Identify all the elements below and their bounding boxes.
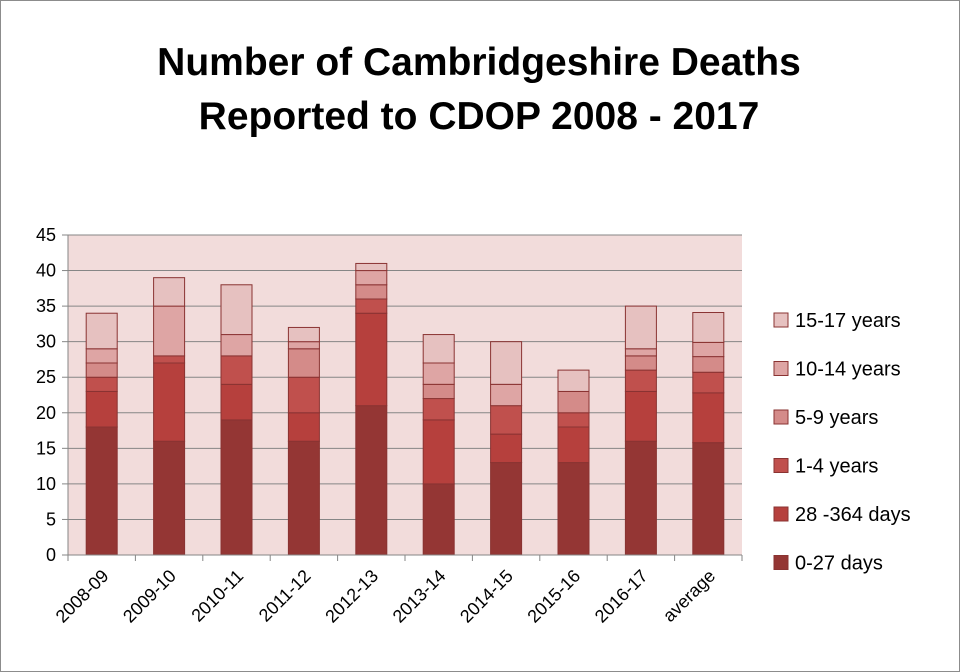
bars <box>85 262 725 556</box>
bar-segment <box>85 426 118 556</box>
legend-swatch <box>773 506 789 522</box>
bar-segment <box>422 419 455 485</box>
bar-segment <box>220 355 253 385</box>
chart-title: Number of Cambridgeshire Deaths Reported… <box>0 36 958 144</box>
bar-segment <box>220 383 253 421</box>
bar-segment <box>624 355 657 371</box>
bar-segment <box>220 419 253 556</box>
bar-segment <box>624 440 657 556</box>
bar-segment <box>422 483 455 556</box>
bar-segment <box>557 369 590 392</box>
legend-swatch <box>773 555 789 570</box>
bar-segment <box>422 334 455 364</box>
bar-segment <box>557 390 590 414</box>
y-tick-label: 0 <box>46 545 56 565</box>
bar-segment <box>153 305 186 357</box>
bar-segment <box>220 284 253 336</box>
legend-label: 1-4 years <box>795 456 878 478</box>
legend-swatch <box>773 409 789 425</box>
x-tick-label: average <box>659 566 719 626</box>
bar-segment <box>355 284 388 300</box>
y-tick-label: 5 <box>46 509 56 529</box>
y-tick-label: 40 <box>36 261 56 281</box>
legend: 15-17 years 10-14 years 5-9 years 1-4 years… <box>773 310 911 575</box>
y-tick-label: 10 <box>36 474 56 494</box>
bar-segment <box>624 369 657 392</box>
bar-segment <box>422 383 455 400</box>
bar-segment <box>287 326 320 343</box>
bar-segment <box>153 277 186 307</box>
legend-swatch <box>773 312 789 328</box>
bar-segment <box>692 341 725 358</box>
x-tick-label: 2012-13 <box>321 566 382 627</box>
chart-title-line2: Reported to CDOP 2008 - 2017 <box>198 95 760 138</box>
y-tick-label: 15 <box>36 438 56 458</box>
bar-segment <box>287 412 320 442</box>
bar-segment <box>490 341 523 385</box>
bar-segment <box>355 270 388 286</box>
bar-segment <box>355 262 388 272</box>
x-tick-label: 2008-09 <box>52 566 113 627</box>
legend-swatch <box>773 458 789 473</box>
bar-segment <box>355 405 388 556</box>
bar-segment <box>692 371 725 394</box>
bar-segment <box>287 341 320 350</box>
bar-segment <box>557 426 590 464</box>
x-tick-label: 2011-12 <box>255 566 315 626</box>
x-tick-label: 2010-11 <box>187 566 247 626</box>
bar-segment <box>490 433 523 464</box>
bar-segment <box>85 348 118 364</box>
x-tick-label: 2016-17 <box>591 566 652 627</box>
y-axis: 0 5 10 15 20 25 30 35 40 45 <box>36 225 69 565</box>
bar-segment <box>692 312 725 343</box>
bar-segment <box>692 356 725 373</box>
y-tick-label: 25 <box>36 367 56 387</box>
x-tick-label: 2014-15 <box>456 566 517 627</box>
bar-segment <box>287 440 320 556</box>
y-tick-label: 45 <box>36 225 56 245</box>
legend-swatch <box>773 361 789 376</box>
bar-segment <box>153 440 186 556</box>
bar-segment <box>624 305 657 350</box>
bar-segment <box>624 390 657 442</box>
y-tick-label: 35 <box>36 296 56 316</box>
chart-title-line1: Number of Cambridgeshire Deaths <box>157 41 801 84</box>
y-tick-label: 30 <box>36 332 56 352</box>
x-tick-label: 2013-14 <box>389 566 450 627</box>
x-axis: 2008-09 2009-10 2010-11 2011-12 2012-13 2013-… <box>52 554 743 627</box>
legend-label: 15-17 years <box>795 310 901 332</box>
bar-segment <box>624 348 657 357</box>
bar-segment <box>355 298 388 314</box>
bar-segment <box>692 442 725 556</box>
bar-segment <box>85 362 118 378</box>
bar-segment <box>557 412 590 428</box>
bar-segment <box>355 312 388 407</box>
legend-label: 28 -364 days <box>795 504 911 526</box>
y-tick-label: 20 <box>36 403 56 423</box>
bar-segment <box>153 362 186 442</box>
bar-segment <box>287 376 320 414</box>
bar-segment <box>692 392 725 444</box>
x-tick-label: 2015-16 <box>523 566 584 627</box>
bar-segment <box>287 348 320 378</box>
bar-segment <box>490 405 523 435</box>
bar-segment <box>490 462 523 556</box>
bar-segment <box>557 462 590 556</box>
bar-segment <box>153 355 186 364</box>
bar-segment <box>422 362 455 385</box>
bar-segment <box>490 383 523 407</box>
bar-segment <box>220 334 253 357</box>
x-tick-label: 2009-10 <box>119 566 180 627</box>
legend-label: 0-27 days <box>795 553 883 575</box>
bar-segment <box>85 312 118 350</box>
legend-label: 10-14 years <box>795 359 901 381</box>
bar-segment <box>422 398 455 421</box>
bar-segment <box>85 376 118 392</box>
bar-segment <box>85 390 118 428</box>
legend-label: 5-9 years <box>795 407 878 429</box>
